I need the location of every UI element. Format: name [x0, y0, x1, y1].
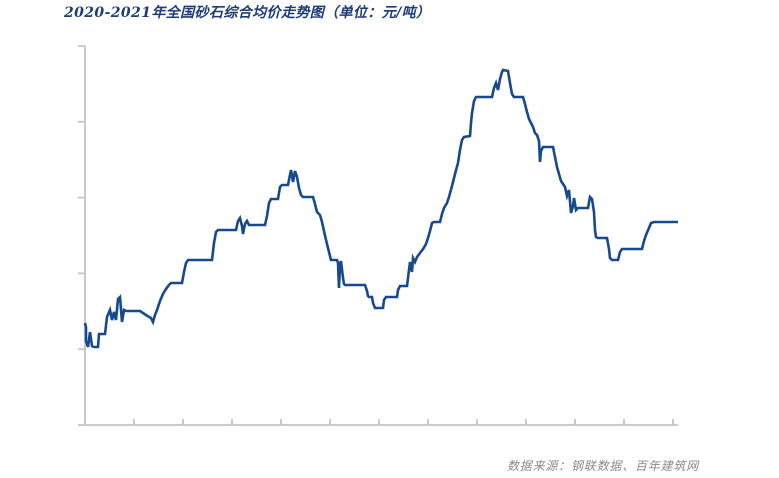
- data-source-label: 数据来源：钢联数据、百年建筑网: [507, 459, 700, 473]
- price-line-series: [83, 68, 678, 349]
- axes: [78, 45, 678, 426]
- chart-title: 2020-2021年全国砂石综合均价走势图（单位：元/吨）: [64, 5, 431, 21]
